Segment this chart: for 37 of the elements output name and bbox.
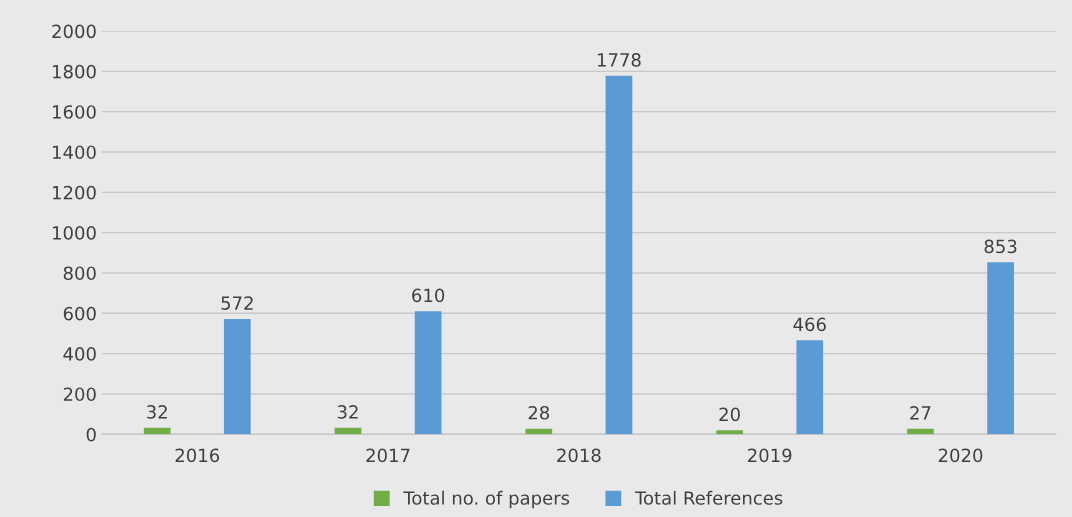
y-tick-label: 1400 xyxy=(53,145,96,160)
bar xyxy=(223,318,251,435)
data-label: 32 xyxy=(337,405,358,419)
bar xyxy=(796,340,824,435)
data-label: 1778 xyxy=(597,53,641,67)
bar xyxy=(907,428,934,435)
x-tick-label: 2018 xyxy=(557,448,601,463)
y-tick-label: 200 xyxy=(63,387,96,402)
y-tick-label: 2000 xyxy=(52,24,96,39)
x-tick-label: 2016 xyxy=(175,448,220,463)
y-tick-label: 1000 xyxy=(53,226,96,240)
legend-label: Total no. of papers xyxy=(403,490,570,509)
bar xyxy=(605,75,633,435)
data-label: 32 xyxy=(147,405,167,419)
data-label: 610 xyxy=(412,288,445,303)
y-tick-label: 1600 xyxy=(53,105,96,119)
legend-label: Total References xyxy=(634,490,783,505)
x-tick-label: 2020 xyxy=(938,448,983,463)
bar xyxy=(716,430,743,435)
y-tick-label: 600 xyxy=(63,306,96,321)
x-tick-label: 2017 xyxy=(366,448,410,463)
data-label: 466 xyxy=(793,317,826,332)
data-label: 27 xyxy=(910,406,931,420)
data-label: 853 xyxy=(984,239,1017,254)
data-label: 28 xyxy=(528,405,550,420)
bar xyxy=(334,427,362,435)
y-tick-label: 400 xyxy=(63,347,96,361)
bar xyxy=(414,311,442,435)
data-label: 20 xyxy=(719,407,740,422)
y-tick-label: 1200 xyxy=(53,185,96,200)
y-tick-label: 0 xyxy=(86,427,96,442)
x-tick-label: 2019 xyxy=(748,448,792,463)
bar xyxy=(987,262,1014,435)
y-tick-label: 1800 xyxy=(53,64,96,79)
bar xyxy=(143,427,171,435)
data-label: 572 xyxy=(221,296,253,310)
y-tick-label: 800 xyxy=(63,266,96,281)
